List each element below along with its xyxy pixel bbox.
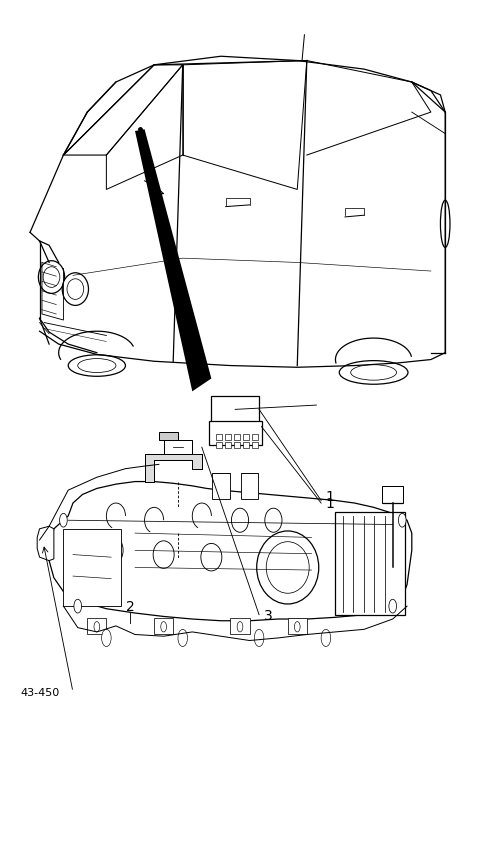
Polygon shape bbox=[135, 130, 211, 392]
Circle shape bbox=[60, 514, 67, 528]
Bar bbox=[63, 530, 120, 606]
Circle shape bbox=[294, 622, 300, 632]
Bar bbox=[216, 435, 222, 441]
Circle shape bbox=[237, 622, 243, 632]
Text: 3: 3 bbox=[264, 608, 273, 622]
Circle shape bbox=[398, 514, 406, 528]
Ellipse shape bbox=[43, 268, 60, 288]
Bar bbox=[234, 435, 240, 441]
Bar bbox=[234, 443, 240, 449]
Circle shape bbox=[321, 629, 331, 647]
Ellipse shape bbox=[99, 536, 123, 566]
Ellipse shape bbox=[351, 365, 396, 381]
Ellipse shape bbox=[201, 544, 222, 571]
Bar bbox=[87, 618, 107, 634]
Ellipse shape bbox=[265, 509, 282, 533]
Ellipse shape bbox=[441, 201, 450, 248]
Bar bbox=[241, 474, 258, 499]
Ellipse shape bbox=[38, 262, 65, 294]
Ellipse shape bbox=[231, 509, 249, 533]
Polygon shape bbox=[37, 527, 54, 561]
Polygon shape bbox=[159, 432, 178, 441]
Ellipse shape bbox=[257, 531, 319, 604]
Ellipse shape bbox=[67, 280, 84, 300]
Text: 1: 1 bbox=[326, 489, 335, 504]
Bar bbox=[252, 435, 258, 441]
Bar bbox=[216, 443, 222, 449]
Circle shape bbox=[94, 622, 100, 632]
Ellipse shape bbox=[266, 542, 309, 593]
Bar bbox=[243, 435, 249, 441]
Ellipse shape bbox=[78, 359, 116, 373]
Bar bbox=[336, 512, 405, 615]
Circle shape bbox=[102, 629, 111, 647]
Polygon shape bbox=[144, 455, 202, 482]
Circle shape bbox=[178, 629, 188, 647]
Bar bbox=[382, 486, 403, 504]
Ellipse shape bbox=[153, 542, 174, 568]
Polygon shape bbox=[49, 482, 412, 621]
Circle shape bbox=[161, 622, 167, 632]
Bar bbox=[252, 443, 258, 449]
Text: 43-450: 43-450 bbox=[21, 687, 60, 697]
Text: 2: 2 bbox=[126, 599, 134, 613]
Bar bbox=[288, 618, 307, 634]
Circle shape bbox=[74, 599, 82, 613]
Bar bbox=[243, 443, 249, 449]
Circle shape bbox=[254, 629, 264, 647]
Bar bbox=[209, 422, 263, 446]
Ellipse shape bbox=[68, 356, 125, 377]
Bar bbox=[225, 435, 231, 441]
Bar bbox=[225, 443, 231, 449]
FancyBboxPatch shape bbox=[211, 396, 259, 424]
Bar bbox=[212, 474, 229, 499]
Ellipse shape bbox=[62, 274, 88, 306]
Text: 1: 1 bbox=[326, 497, 335, 511]
Ellipse shape bbox=[339, 362, 408, 385]
Bar bbox=[230, 618, 250, 634]
Circle shape bbox=[389, 599, 396, 613]
Bar bbox=[154, 618, 173, 634]
